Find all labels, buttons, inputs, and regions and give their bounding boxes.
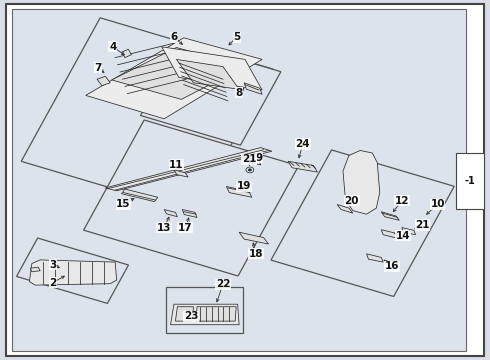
Text: 6: 6 <box>171 32 177 42</box>
Polygon shape <box>343 150 380 214</box>
Text: 16: 16 <box>385 261 399 271</box>
Text: 18: 18 <box>248 249 263 259</box>
Polygon shape <box>402 228 416 235</box>
Polygon shape <box>226 186 252 197</box>
Polygon shape <box>29 260 117 285</box>
Text: 7: 7 <box>94 63 102 73</box>
Text: 12: 12 <box>394 196 409 206</box>
Polygon shape <box>112 48 245 99</box>
Polygon shape <box>288 161 318 172</box>
Text: 11: 11 <box>169 160 184 170</box>
Polygon shape <box>182 210 197 217</box>
Polygon shape <box>171 304 239 325</box>
Polygon shape <box>164 210 177 217</box>
Bar <box>166 287 243 333</box>
Text: 5: 5 <box>233 32 240 42</box>
Polygon shape <box>86 38 262 119</box>
Bar <box>456 153 484 209</box>
Text: 21: 21 <box>415 220 430 230</box>
Polygon shape <box>162 47 262 90</box>
Polygon shape <box>97 76 110 86</box>
Polygon shape <box>239 232 269 244</box>
Polygon shape <box>17 238 128 303</box>
Polygon shape <box>21 18 273 213</box>
Text: 14: 14 <box>395 231 410 241</box>
Text: -1: -1 <box>465 176 475 186</box>
Text: 20: 20 <box>344 196 359 206</box>
Polygon shape <box>337 204 353 213</box>
Text: 13: 13 <box>157 222 172 233</box>
Polygon shape <box>176 59 239 89</box>
Polygon shape <box>271 150 454 297</box>
Polygon shape <box>122 49 131 58</box>
Circle shape <box>248 169 251 171</box>
Polygon shape <box>175 307 194 321</box>
Text: 17: 17 <box>178 222 193 233</box>
Text: 3: 3 <box>49 260 56 270</box>
Polygon shape <box>174 170 188 177</box>
Text: 22: 22 <box>216 279 230 289</box>
Text: 8: 8 <box>236 88 243 98</box>
Polygon shape <box>122 189 158 202</box>
Polygon shape <box>84 120 298 276</box>
Text: 24: 24 <box>295 139 310 149</box>
Polygon shape <box>244 83 262 94</box>
Polygon shape <box>249 158 261 165</box>
Text: 21: 21 <box>242 154 256 165</box>
Polygon shape <box>381 230 398 238</box>
Polygon shape <box>367 254 383 262</box>
Polygon shape <box>141 42 281 145</box>
Polygon shape <box>381 212 399 220</box>
Text: 4: 4 <box>109 42 117 52</box>
Polygon shape <box>30 267 40 272</box>
Text: 2: 2 <box>49 278 56 288</box>
Polygon shape <box>196 307 236 321</box>
Text: 10: 10 <box>430 199 445 210</box>
Text: 23: 23 <box>184 311 198 321</box>
Text: 19: 19 <box>237 181 251 192</box>
Text: 9: 9 <box>255 153 262 163</box>
Polygon shape <box>105 148 272 191</box>
Text: 15: 15 <box>116 199 131 210</box>
